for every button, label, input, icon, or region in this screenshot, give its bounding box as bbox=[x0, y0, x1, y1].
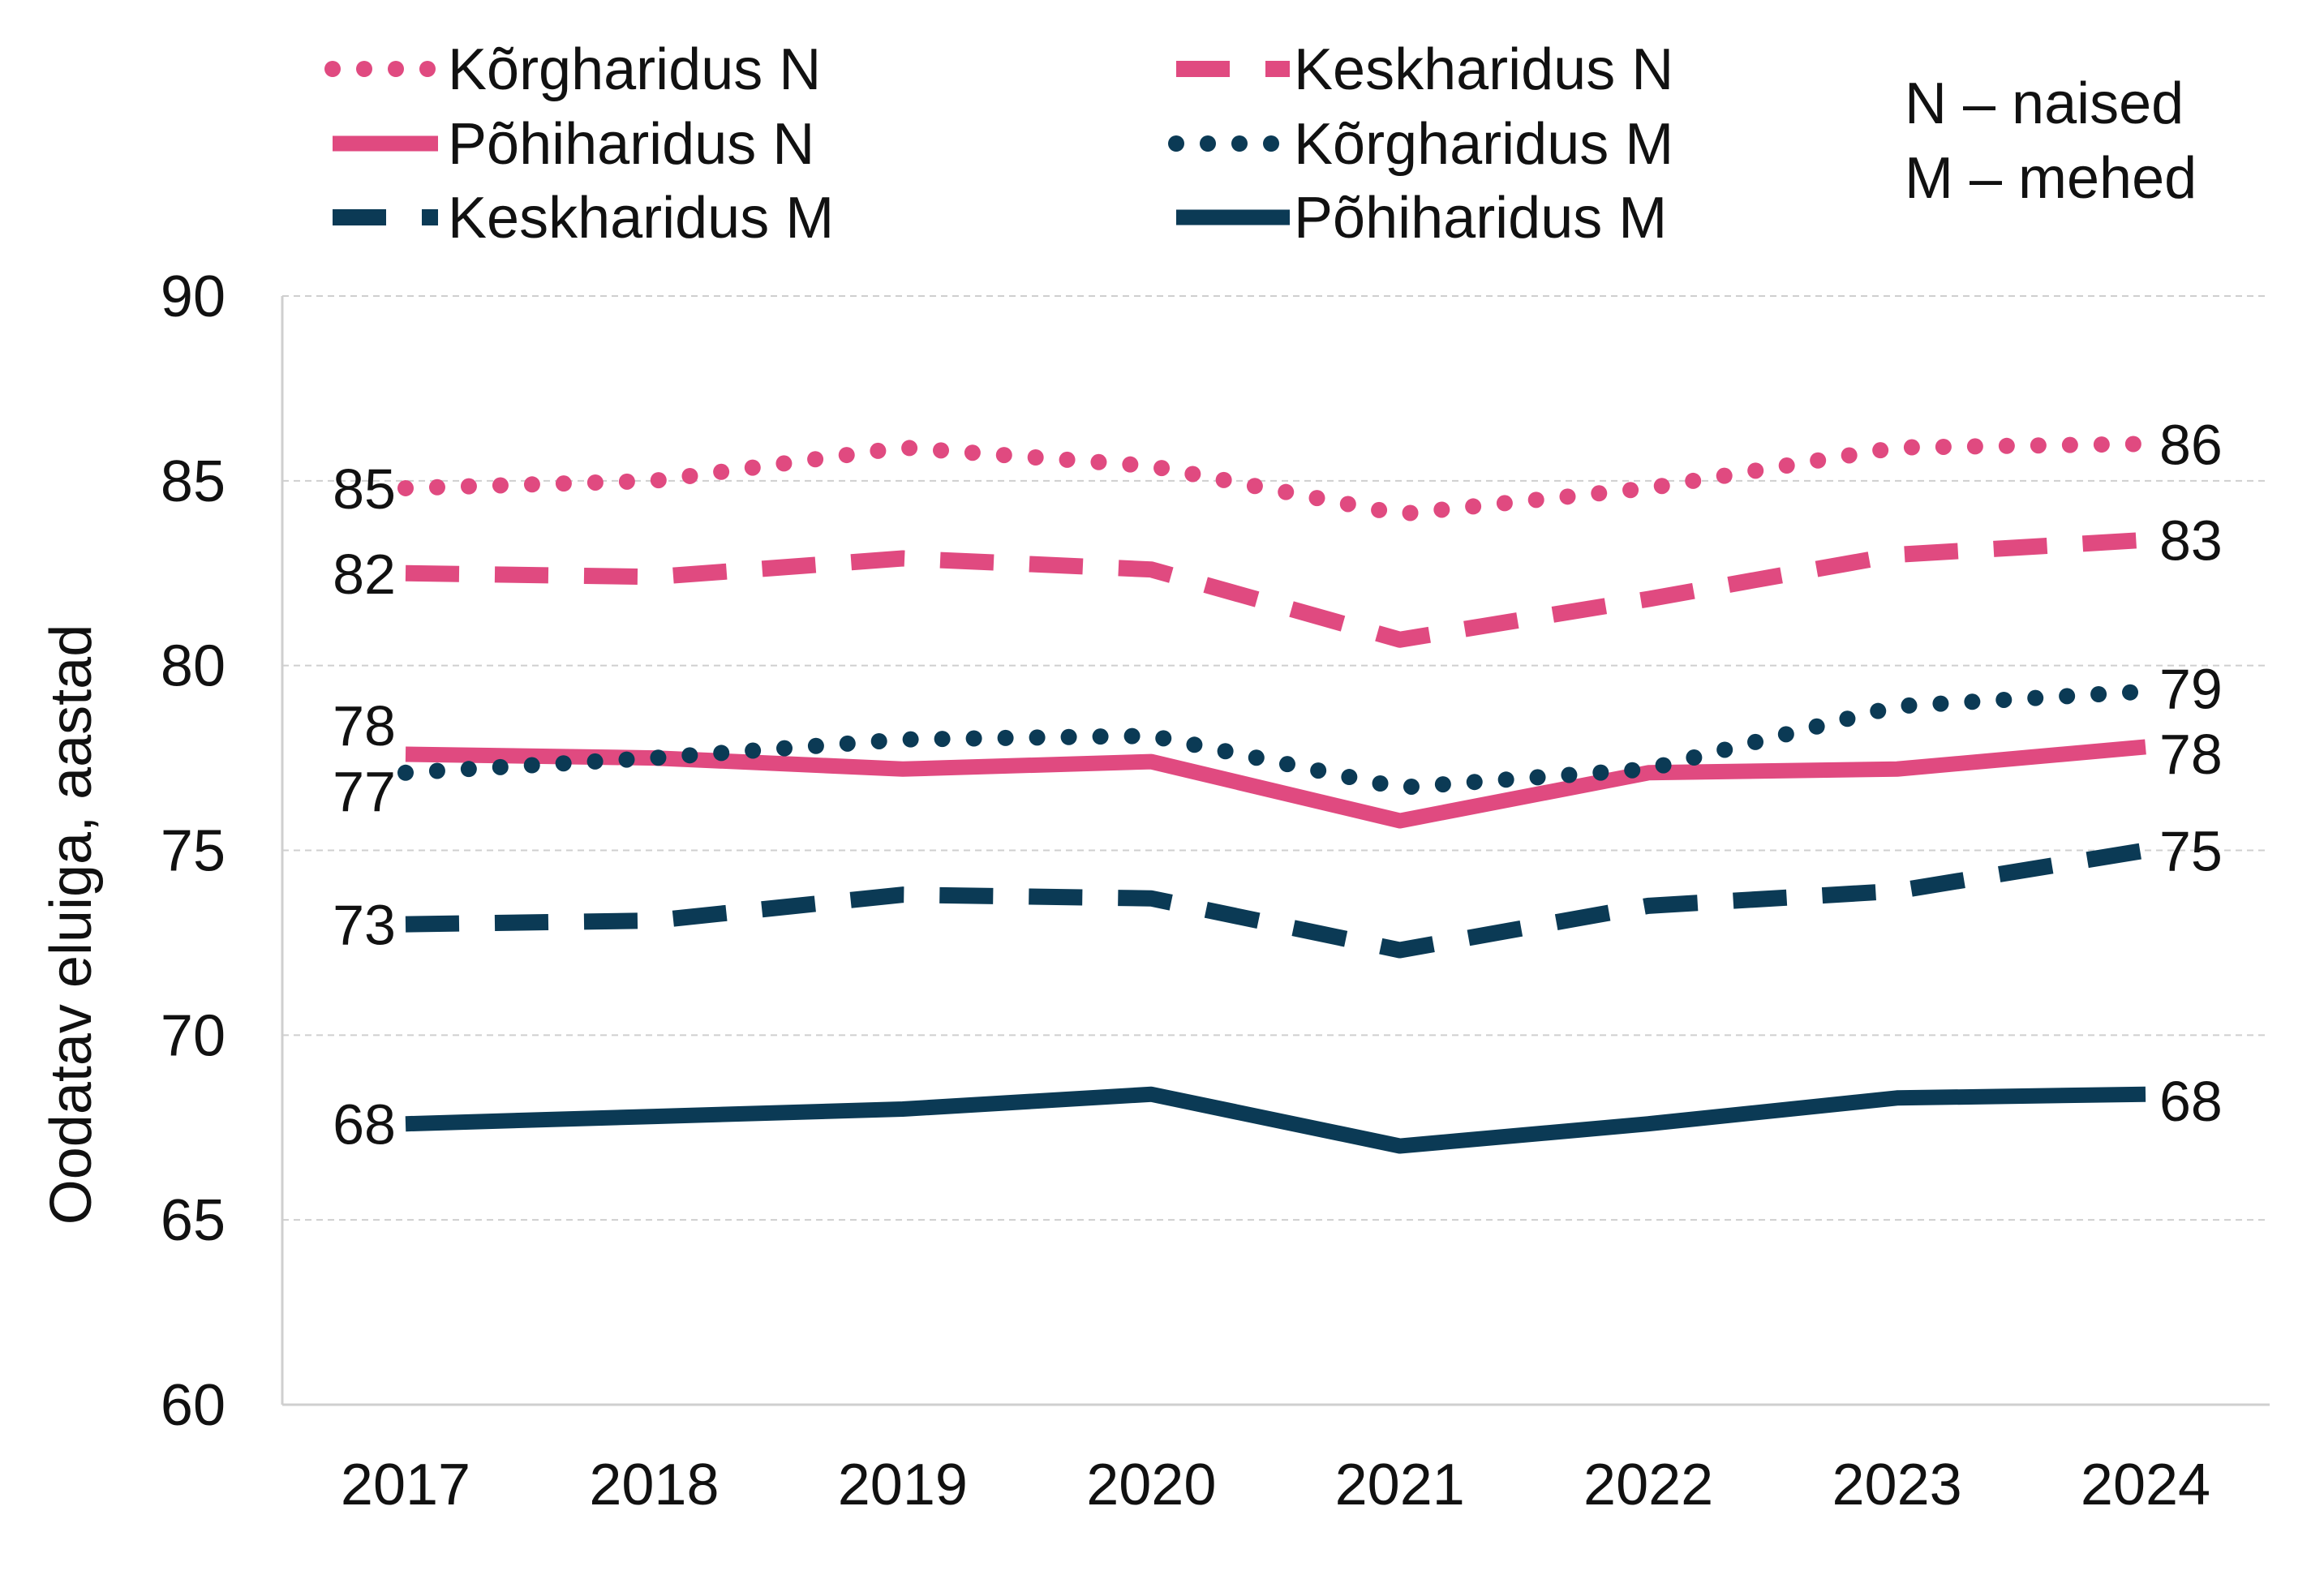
series-line-keskharidus-n bbox=[405, 531, 2146, 648]
data-point bbox=[1897, 554, 1898, 556]
series-line-põhiharidus-n bbox=[405, 739, 2146, 829]
legend-note: N – naised M – mehed bbox=[1905, 71, 2197, 211]
y-tick-label: 80 bbox=[161, 634, 226, 699]
series-end-label: 86 bbox=[2159, 413, 2223, 476]
y-tick-label: 85 bbox=[161, 449, 226, 514]
data-point bbox=[2145, 691, 2146, 693]
x-tick-label: 2024 bbox=[2081, 1453, 2210, 1517]
data-point bbox=[2145, 443, 2146, 444]
legend-label: Keskharidus N bbox=[1294, 37, 1673, 102]
series-line-põhiharidus-m bbox=[405, 1086, 2146, 1154]
data-point bbox=[1399, 513, 1401, 515]
series-end-label: 68 bbox=[2159, 1070, 2223, 1133]
x-tick-label: 2018 bbox=[589, 1453, 719, 1517]
data-point bbox=[653, 576, 655, 577]
series-line-kõrgharidus-m bbox=[397, 683, 2154, 796]
x-tick-label: 2021 bbox=[1335, 1453, 1465, 1517]
series-start-label: 73 bbox=[333, 894, 396, 957]
x-tick-label: 2023 bbox=[1832, 1453, 1961, 1517]
legend-label: Põhiharidus M bbox=[1294, 186, 1667, 251]
series-start-label: 82 bbox=[333, 543, 396, 606]
series-end-label: 83 bbox=[2159, 509, 2223, 573]
series-start-label: 78 bbox=[333, 694, 396, 757]
legend-label: Kõrgharidus M bbox=[1294, 112, 1673, 177]
data-point bbox=[1150, 466, 1152, 467]
series-line-keskharidus-m bbox=[405, 842, 2147, 959]
data-point bbox=[1647, 487, 1649, 489]
series-end-label: 78 bbox=[2159, 723, 2223, 786]
data-point bbox=[2145, 539, 2146, 541]
legend: Kõrgharidus N Keskharidus N Põhiharidus N K… bbox=[324, 37, 1673, 251]
gridlines bbox=[282, 295, 2270, 1221]
data-point bbox=[1897, 890, 1898, 892]
data-point bbox=[1399, 787, 1401, 788]
x-tick-label: 2022 bbox=[1583, 1453, 1713, 1517]
y-tick-label: 75 bbox=[161, 819, 226, 884]
legend-label: Keskharidus M bbox=[448, 186, 834, 251]
series-start-label: 85 bbox=[333, 457, 396, 521]
legend-note-women: N – naised bbox=[1905, 71, 2184, 136]
series-end-label: 75 bbox=[2159, 820, 2223, 883]
x-tick-label: 2020 bbox=[1086, 1453, 1216, 1517]
series-line-kõrgharidus-n bbox=[397, 436, 2154, 522]
y-tick-label: 70 bbox=[161, 1003, 226, 1068]
x-tick-label: 2019 bbox=[838, 1453, 968, 1517]
series-start-label: 77 bbox=[333, 760, 396, 823]
x-tick-label: 2017 bbox=[341, 1453, 470, 1517]
data-point bbox=[1150, 735, 1152, 736]
series-start-label: 68 bbox=[333, 1093, 396, 1157]
data-point bbox=[1897, 706, 1898, 707]
data-point bbox=[1897, 447, 1898, 448]
y-tick-label: 65 bbox=[161, 1188, 226, 1253]
series-end-label: 79 bbox=[2159, 658, 2223, 721]
legend-label: Kõrgharidus N bbox=[448, 37, 821, 102]
legend-note-men: M – mehed bbox=[1905, 146, 2197, 211]
y-axis-label: Oodatav eluiga, aastad bbox=[39, 624, 104, 1225]
y-tick-label: 60 bbox=[161, 1373, 226, 1438]
legend-label: Põhiharidus N bbox=[448, 112, 814, 177]
y-tick-label: 90 bbox=[161, 264, 226, 329]
axes: 60 65 70 75 80 85 90 2017 2018 2019 2020 2021 2022 20… bbox=[161, 264, 2270, 1517]
data-point bbox=[653, 920, 655, 921]
series-lines bbox=[397, 436, 2154, 1154]
